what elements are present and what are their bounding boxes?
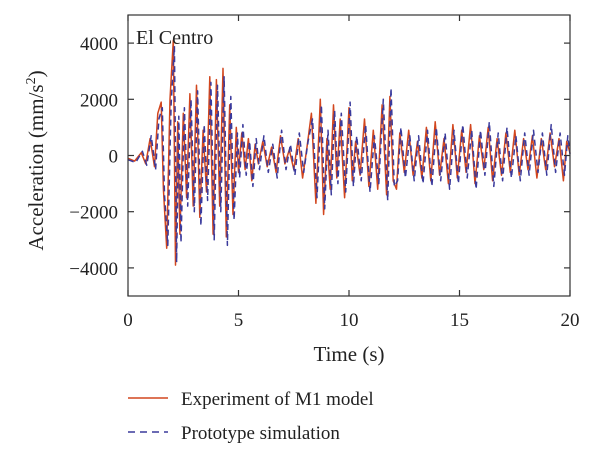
y-tick-label: 2000 xyxy=(80,90,118,111)
y-axis-ticks: 4000 2000 0 −2000 −4000 xyxy=(69,34,570,280)
x-tick-label: 10 xyxy=(340,310,359,331)
x-axis-ticks: 0 5 10 15 20 xyxy=(123,15,580,331)
x-tick-label: 15 xyxy=(450,310,469,331)
series-line-1 xyxy=(127,45,571,264)
plot-lines xyxy=(127,39,571,266)
series-line-0 xyxy=(127,39,571,266)
y-axis-title-close: ) xyxy=(24,70,48,77)
y-tick-label: −4000 xyxy=(69,259,118,280)
legend-label-experiment: Experiment of M1 model xyxy=(181,389,374,410)
x-axis-title: Time (s) xyxy=(314,342,385,366)
x-tick-label: 0 xyxy=(123,310,133,331)
y-tick-label: 0 xyxy=(109,147,119,168)
chart-title: El Centro xyxy=(136,27,213,49)
y-axis-title-text: Acceleration (mm/s xyxy=(24,84,48,250)
y-tick-label: 4000 xyxy=(80,34,118,55)
x-tick-label: 20 xyxy=(561,310,580,331)
legend: Experiment of M1 model Prototype simulat… xyxy=(128,389,374,444)
legend-label-prototype: Prototype simulation xyxy=(181,423,340,444)
x-tick-label: 5 xyxy=(234,310,244,331)
y-axis-title-superscript: 2 xyxy=(24,77,39,84)
y-tick-label: −2000 xyxy=(69,203,118,224)
y-axis-title: Acceleration (mm/s2) xyxy=(24,70,48,250)
